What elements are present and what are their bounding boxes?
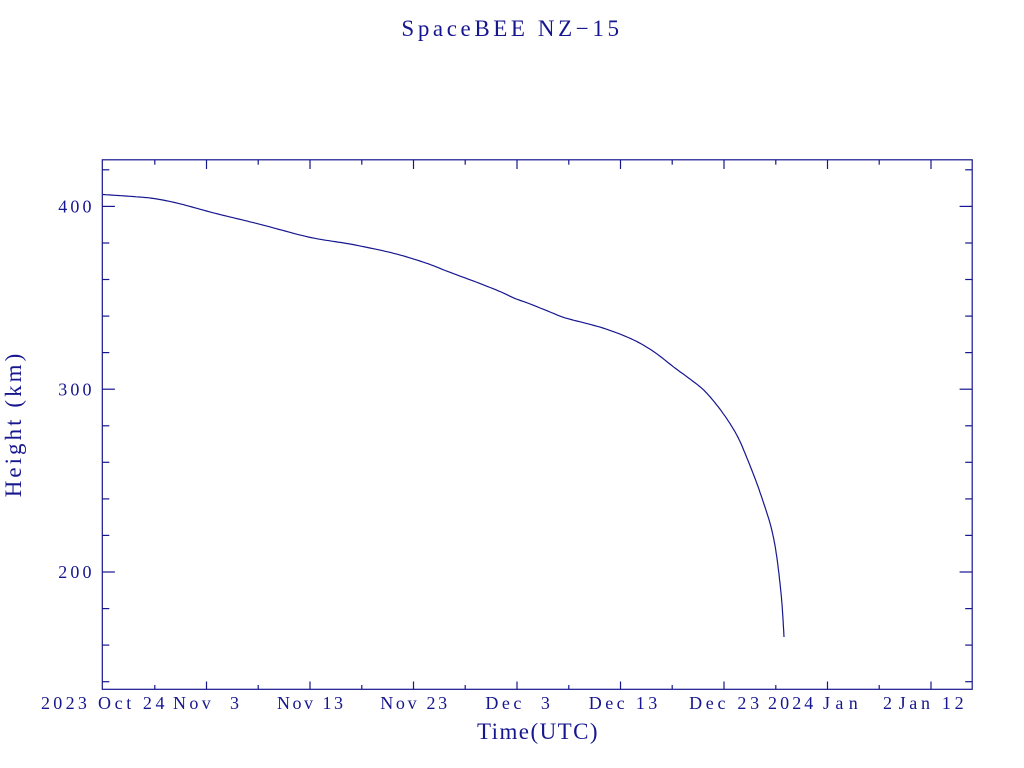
- svg-text:2023: 2023: [41, 693, 90, 713]
- svg-text:Dec 3: Dec 3: [485, 693, 553, 713]
- svg-text:200: 200: [58, 562, 94, 582]
- svg-text:Jan 2: Jan 2: [823, 693, 897, 713]
- svg-text:Dec 13: Dec 13: [589, 693, 661, 713]
- svg-text:Dec 23: Dec 23: [689, 693, 763, 713]
- svg-text:Height (km): Height (km): [1, 351, 26, 498]
- svg-text:400: 400: [58, 196, 94, 216]
- svg-text:300: 300: [58, 379, 94, 399]
- svg-text:Time(UTC): Time(UTC): [477, 719, 599, 744]
- svg-text:2024: 2024: [768, 693, 816, 713]
- svg-text:Jan 12: Jan 12: [899, 693, 968, 713]
- svg-text:SpaceBEE NZ−15: SpaceBEE NZ−15: [401, 16, 622, 41]
- svg-text:Nov 23: Nov 23: [380, 693, 450, 713]
- svg-text:Oct 24: Oct 24: [98, 693, 168, 713]
- svg-text:Nov 3: Nov 3: [173, 693, 242, 713]
- svg-text:Nov 13: Nov 13: [277, 693, 346, 713]
